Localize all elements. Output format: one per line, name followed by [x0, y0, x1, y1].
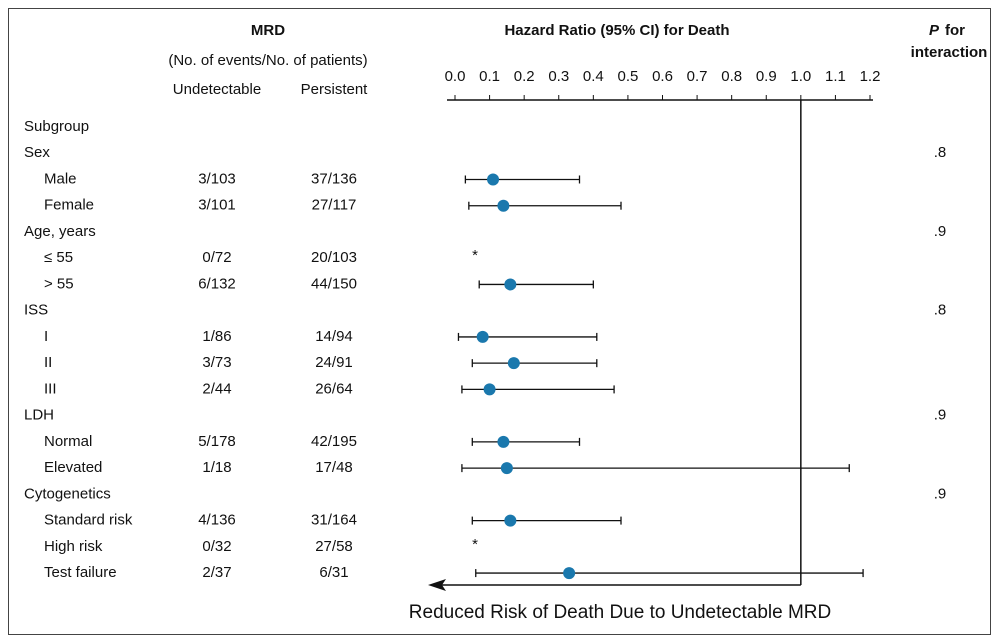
x-tick-label: 0.7: [687, 68, 708, 85]
hr-header: Hazard Ratio (95% CI) for Death: [504, 22, 729, 39]
subgroup-label: Female: [44, 197, 94, 214]
events-header: (No. of events/No. of patients): [168, 52, 367, 69]
subgroup-label: Elevated: [44, 459, 102, 476]
undetectable-count: 4/136: [198, 512, 236, 529]
x-tick-label: 0.9: [756, 68, 777, 85]
persistent-count: 27/117: [312, 197, 357, 214]
persistent-count: 14/94: [315, 328, 353, 345]
p-header-for: for: [945, 22, 965, 39]
undetectable-count: 1/18: [202, 459, 231, 476]
x-tick-label: 1.2: [860, 68, 881, 85]
persistent-count: 26/64: [315, 380, 353, 397]
x-tick-label: 0.2: [514, 68, 535, 85]
subgroup-label: > 55: [44, 275, 74, 292]
frame: [8, 8, 991, 635]
subgroup-label: II: [44, 354, 52, 371]
undetectable-count: 2/37: [202, 564, 231, 581]
undetectable-count: 6/132: [198, 275, 236, 292]
persistent-header: Persistent: [301, 81, 369, 98]
subgroup-label: Normal: [44, 433, 92, 450]
x-tick-label: 0.6: [652, 68, 673, 85]
persistent-count: 6/31: [319, 564, 348, 581]
x-tick-label: 0.3: [548, 68, 569, 85]
x-tick-label: 0.5: [617, 68, 638, 85]
undetectable-count: 1/86: [202, 328, 231, 345]
subgroup-label: ≤ 55: [44, 249, 73, 266]
undetectable-header: Undetectable: [173, 81, 261, 98]
arrow-head: [428, 579, 446, 591]
p-value: .9: [934, 223, 947, 240]
subgroup-label: High risk: [44, 538, 103, 555]
undetectable-count: 0/72: [202, 249, 231, 266]
undetectable-count: 5/178: [198, 433, 236, 450]
p-header-interaction: interaction: [911, 44, 988, 61]
subgroup-label: Standard risk: [44, 512, 133, 529]
undetectable-count: 2/44: [202, 380, 231, 397]
group-label: ISS: [24, 302, 48, 319]
point-estimate: [497, 435, 510, 448]
point-estimate: [563, 567, 576, 580]
group-label: Age, years: [24, 223, 96, 240]
x-tick-label: 1.1: [825, 68, 846, 85]
not-estimable-marker: *: [472, 536, 478, 553]
point-estimate: [476, 330, 489, 343]
x-tick-label: 0.4: [583, 68, 604, 85]
undetectable-count: 3/103: [198, 170, 236, 187]
persistent-count: 20/103: [311, 249, 357, 266]
point-estimate: [497, 199, 510, 212]
point-estimate: [483, 383, 496, 396]
subgroup-label: Test failure: [44, 564, 117, 581]
point-estimate: [504, 514, 517, 527]
p-value: .9: [934, 407, 947, 424]
x-tick-label: 0.1: [479, 68, 500, 85]
point-estimate: [507, 357, 520, 370]
group-label: Cytogenetics: [24, 485, 111, 502]
persistent-count: 42/195: [311, 433, 357, 450]
x-tick-label: 0.8: [721, 68, 742, 85]
mrd-header: MRD: [251, 22, 285, 39]
undetectable-count: 3/101: [198, 197, 236, 214]
point-estimate: [504, 278, 517, 291]
persistent-count: 24/91: [315, 354, 353, 371]
persistent-count: 44/150: [311, 275, 357, 292]
undetectable-count: 0/32: [202, 538, 231, 555]
subgroup-label: Male: [44, 170, 77, 187]
group-label: LDH: [24, 407, 54, 424]
x-tick-label: 0.0: [445, 68, 466, 85]
point-estimate: [500, 462, 513, 475]
persistent-count: 17/48: [315, 459, 353, 476]
subgroup-label: I: [44, 328, 48, 345]
footer: Reduced Risk of Death Due to Undetectabl…: [409, 602, 831, 623]
not-estimable-marker: *: [472, 247, 478, 264]
subgroup-label: III: [44, 380, 57, 397]
x-tick-label: 1.0: [790, 68, 811, 85]
group-label: Subgroup: [24, 118, 89, 135]
undetectable-count: 3/73: [202, 354, 231, 371]
p-header: P: [929, 22, 940, 39]
p-value: .8: [934, 302, 947, 319]
persistent-count: 27/58: [315, 538, 353, 555]
group-label: Sex: [24, 144, 50, 161]
point-estimate: [487, 173, 500, 186]
p-value: .8: [934, 144, 947, 161]
p-value: .9: [934, 485, 947, 502]
persistent-count: 37/136: [311, 170, 357, 187]
persistent-count: 31/164: [311, 512, 357, 529]
